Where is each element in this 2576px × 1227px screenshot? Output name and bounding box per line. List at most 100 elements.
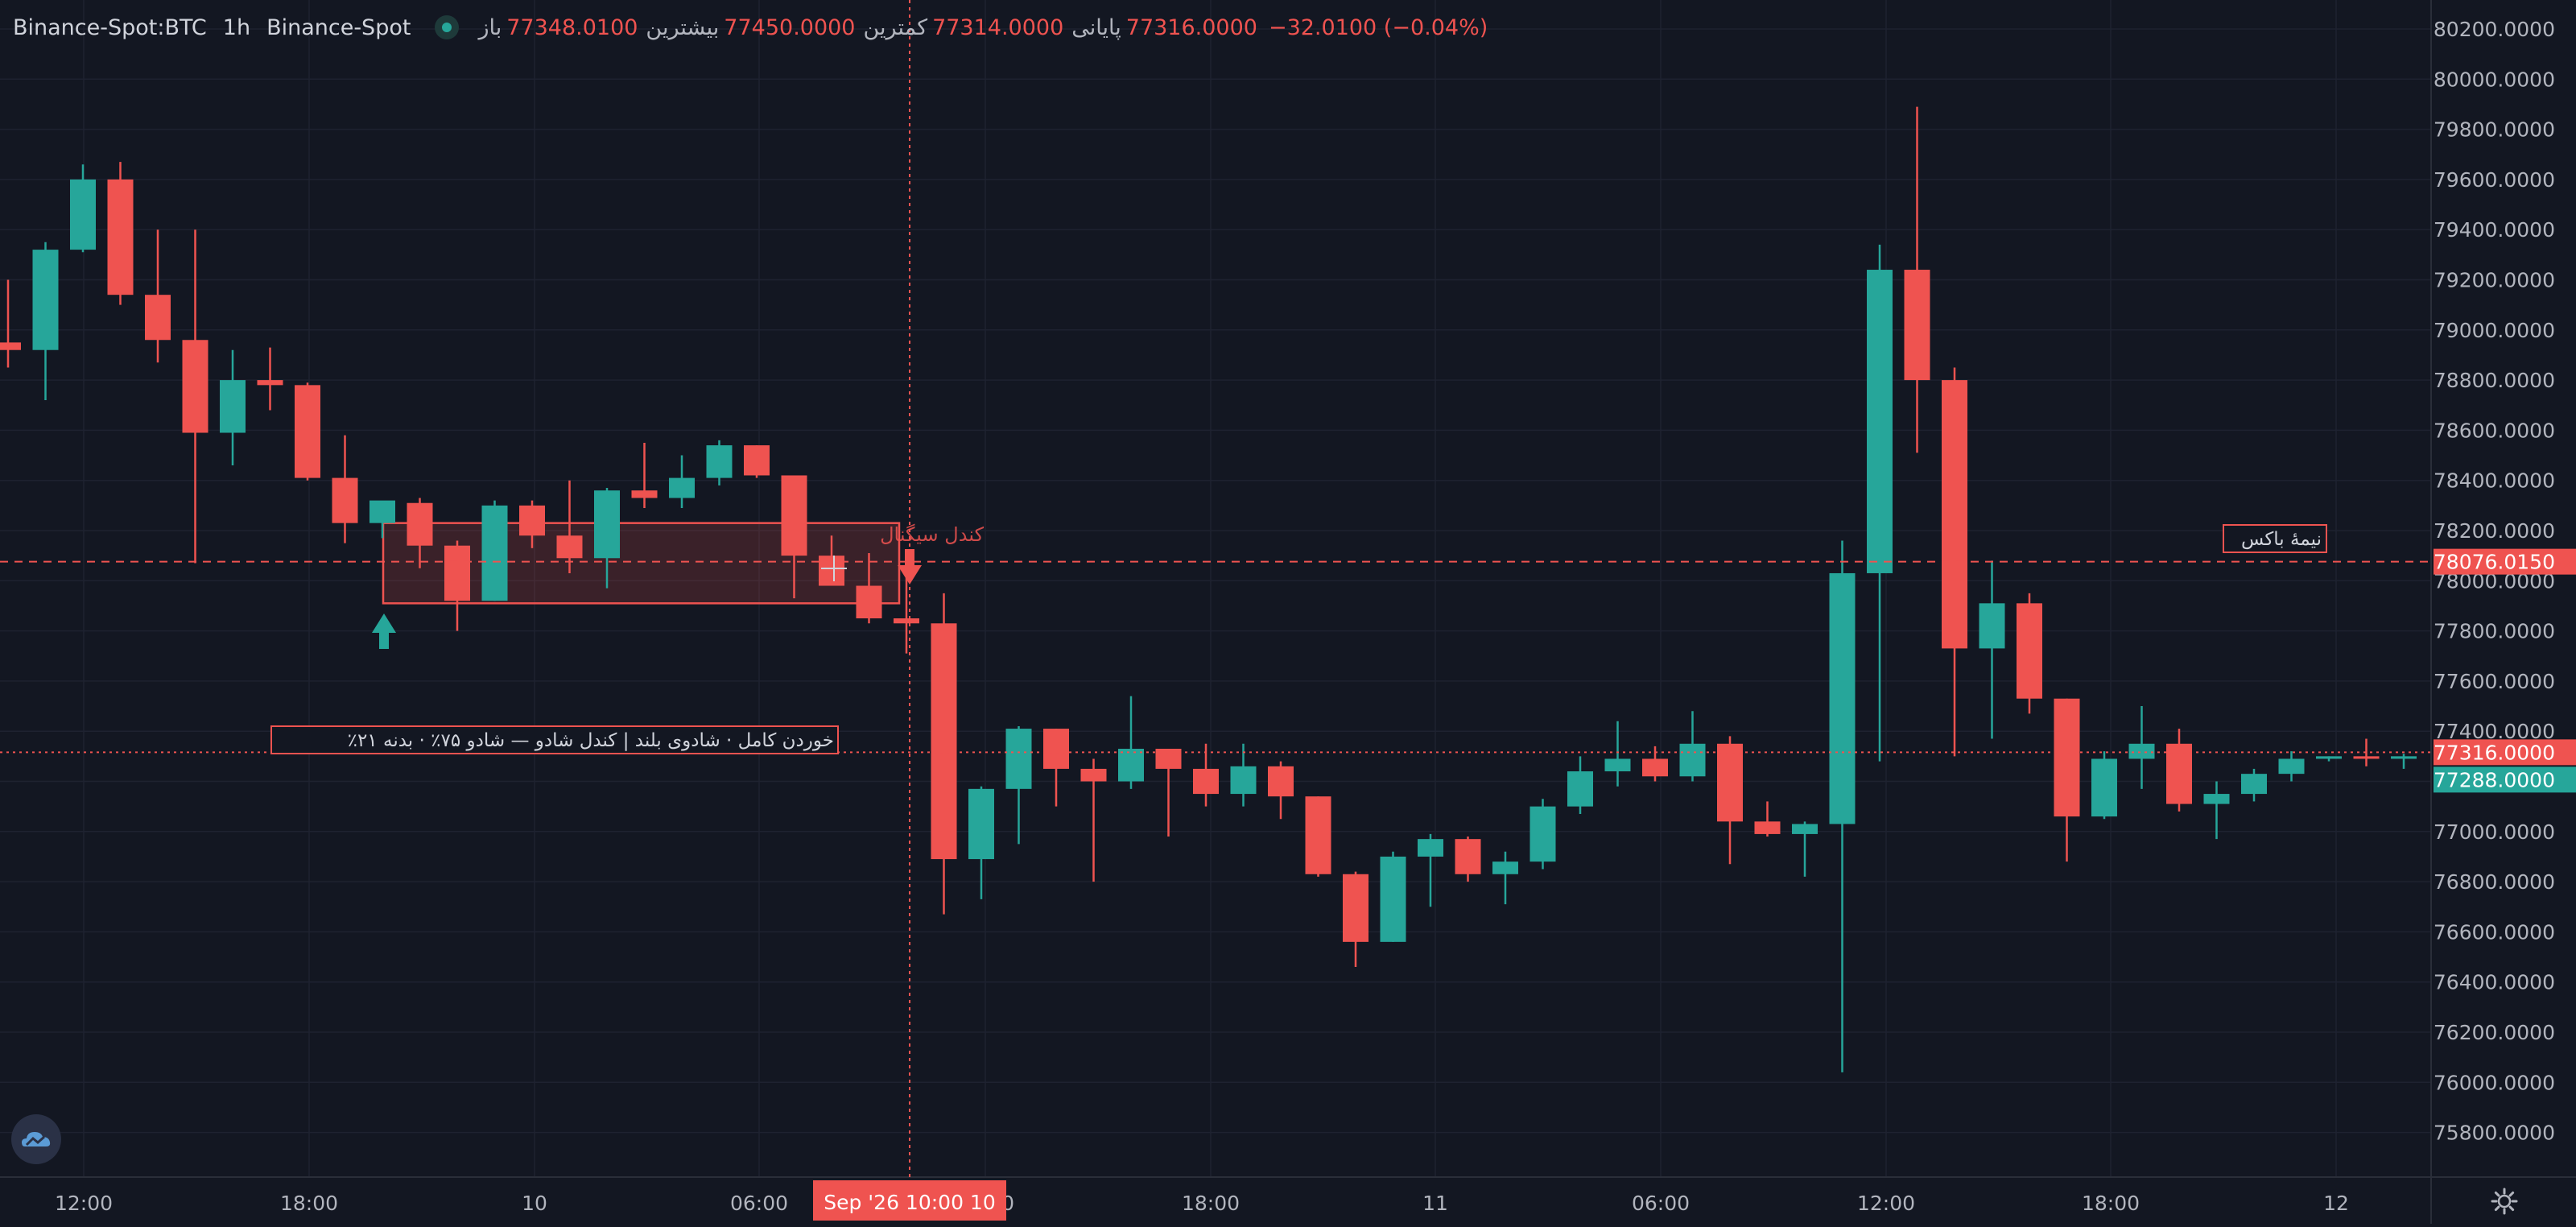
candle-body[interactable]	[2353, 756, 2380, 759]
candle-body[interactable]	[2017, 603, 2042, 699]
candle-body[interactable]	[1268, 766, 1294, 797]
info-box-text: ٪خوردن کامل · شادوی بلند | کندل شادو — ش…	[348, 730, 834, 751]
price-tick-label: 77600.0000	[2434, 670, 2555, 693]
candle-body[interactable]	[1867, 270, 1893, 573]
candle-body[interactable]	[1343, 874, 1368, 942]
candle-body[interactable]	[968, 788, 994, 860]
half-box-label-box[interactable]	[2223, 524, 2327, 553]
candle-body[interactable]	[295, 385, 320, 478]
info-box[interactable]	[270, 725, 839, 754]
candle-body[interactable]	[744, 445, 770, 476]
candle-body[interactable]	[70, 179, 96, 250]
symbol-name[interactable]: Binance-Spot:BTC	[13, 14, 207, 40]
candle-body[interactable]	[182, 340, 208, 433]
candle-body[interactable]	[1455, 839, 1481, 874]
interval-label[interactable]: 1h	[222, 14, 251, 40]
second-price-label: 77288.0000	[2434, 768, 2555, 791]
candle-body[interactable]	[1418, 839, 1443, 857]
candle-body[interactable]	[594, 490, 620, 559]
candle-body[interactable]	[1380, 856, 1406, 942]
candle-body[interactable]	[1904, 270, 1930, 381]
price-tick-label: 76400.0000	[2434, 971, 2555, 994]
candle-body[interactable]	[1567, 771, 1593, 807]
candle-body[interactable]	[1230, 766, 1257, 795]
change-value: −32.0100 (−0.04%)	[1268, 14, 1488, 40]
candle-body[interactable]	[369, 500, 395, 523]
candle-body[interactable]	[1305, 796, 1331, 874]
candle-body[interactable]	[1492, 861, 1518, 874]
candle-body[interactable]	[1979, 603, 2005, 649]
candle-body[interactable]	[1604, 758, 1631, 772]
candle-body[interactable]	[1193, 768, 1219, 795]
gear-icon[interactable]	[2490, 1187, 2519, 1216]
candle-body[interactable]	[1043, 729, 1069, 769]
candle-body[interactable]	[556, 535, 583, 559]
candle-body[interactable]	[32, 250, 59, 350]
candle-body[interactable]	[1005, 729, 1032, 789]
cloud-logo-icon[interactable]	[11, 1114, 61, 1164]
candle-body[interactable]	[1642, 758, 1668, 777]
candle-body[interactable]	[2316, 756, 2342, 759]
candle-body[interactable]	[2054, 698, 2080, 817]
high-value: 77450.0000	[724, 14, 856, 40]
candle-body[interactable]	[145, 295, 171, 341]
candle-body[interactable]	[407, 502, 433, 546]
price-tick-label: 76600.0000	[2434, 920, 2555, 944]
high-label: بیشترین	[646, 14, 720, 40]
time-tick-label: 18:00	[1182, 1192, 1240, 1215]
candle-body[interactable]	[0, 342, 21, 350]
candle-body[interactable]	[2166, 743, 2192, 804]
candle-body[interactable]	[1942, 380, 1967, 649]
crosshair-icon	[821, 556, 847, 581]
price-tick-label: 79400.0000	[2434, 218, 2555, 242]
time-tick-label: 11	[1422, 1192, 1448, 1215]
candle-body[interactable]	[819, 556, 844, 586]
chart-legend: Binance-Spot:BTC 1h Binance-Spot باز 773…	[13, 11, 1488, 43]
candle-body[interactable]	[1792, 824, 1818, 834]
candle-body[interactable]	[519, 505, 545, 536]
candle-body[interactable]	[257, 380, 283, 386]
candle-body[interactable]	[631, 490, 658, 498]
candle-body[interactable]	[2091, 758, 2117, 817]
candle-body[interactable]	[2203, 794, 2230, 804]
close-label: پایانی	[1071, 14, 1121, 40]
candle-body[interactable]	[1530, 806, 1556, 862]
crosshair-time-label: Sep '26 10:00 10	[824, 1191, 996, 1214]
candle-body[interactable]	[706, 445, 733, 478]
up-arrow-icon	[372, 614, 396, 649]
candle-body[interactable]	[894, 618, 919, 624]
price-tick-label: 79200.0000	[2434, 269, 2555, 292]
candle-body[interactable]	[444, 545, 470, 601]
crosshair-time-tag	[813, 1180, 1006, 1221]
candle-body[interactable]	[781, 475, 807, 556]
candle-body[interactable]	[1118, 749, 1144, 782]
open-value: 77348.0100	[506, 14, 638, 40]
time-tick-label: 06:00	[1632, 1192, 1690, 1215]
candle-body[interactable]	[669, 477, 695, 498]
candle-body[interactable]	[1080, 768, 1107, 782]
candle-body[interactable]	[332, 477, 358, 523]
price-tick-label: 79800.0000	[2434, 118, 2555, 142]
candle-body[interactable]	[2391, 756, 2417, 759]
candle-body[interactable]	[2241, 774, 2267, 795]
candle-body[interactable]	[1679, 743, 1706, 777]
price-tick-label: 78200.0000	[2434, 519, 2555, 543]
candle-body[interactable]	[2278, 758, 2305, 775]
candle-body[interactable]	[1717, 743, 1743, 822]
price-tick-label: 76000.0000	[2434, 1071, 2555, 1094]
price-tick-label: 76200.0000	[2434, 1021, 2555, 1044]
candle-body[interactable]	[931, 623, 957, 860]
price-tick-label: 78400.0000	[2434, 469, 2555, 493]
candle-body[interactable]	[107, 179, 134, 295]
candle-body[interactable]	[856, 585, 882, 619]
candle-body[interactable]	[481, 505, 508, 601]
candle-body[interactable]	[1829, 572, 1856, 824]
candle-body[interactable]	[1754, 821, 1781, 834]
down-arrow-icon	[898, 549, 922, 585]
candle-body[interactable]	[220, 380, 246, 433]
time-tick-label: 18:00	[280, 1192, 338, 1215]
candle-body[interactable]	[2128, 743, 2155, 759]
